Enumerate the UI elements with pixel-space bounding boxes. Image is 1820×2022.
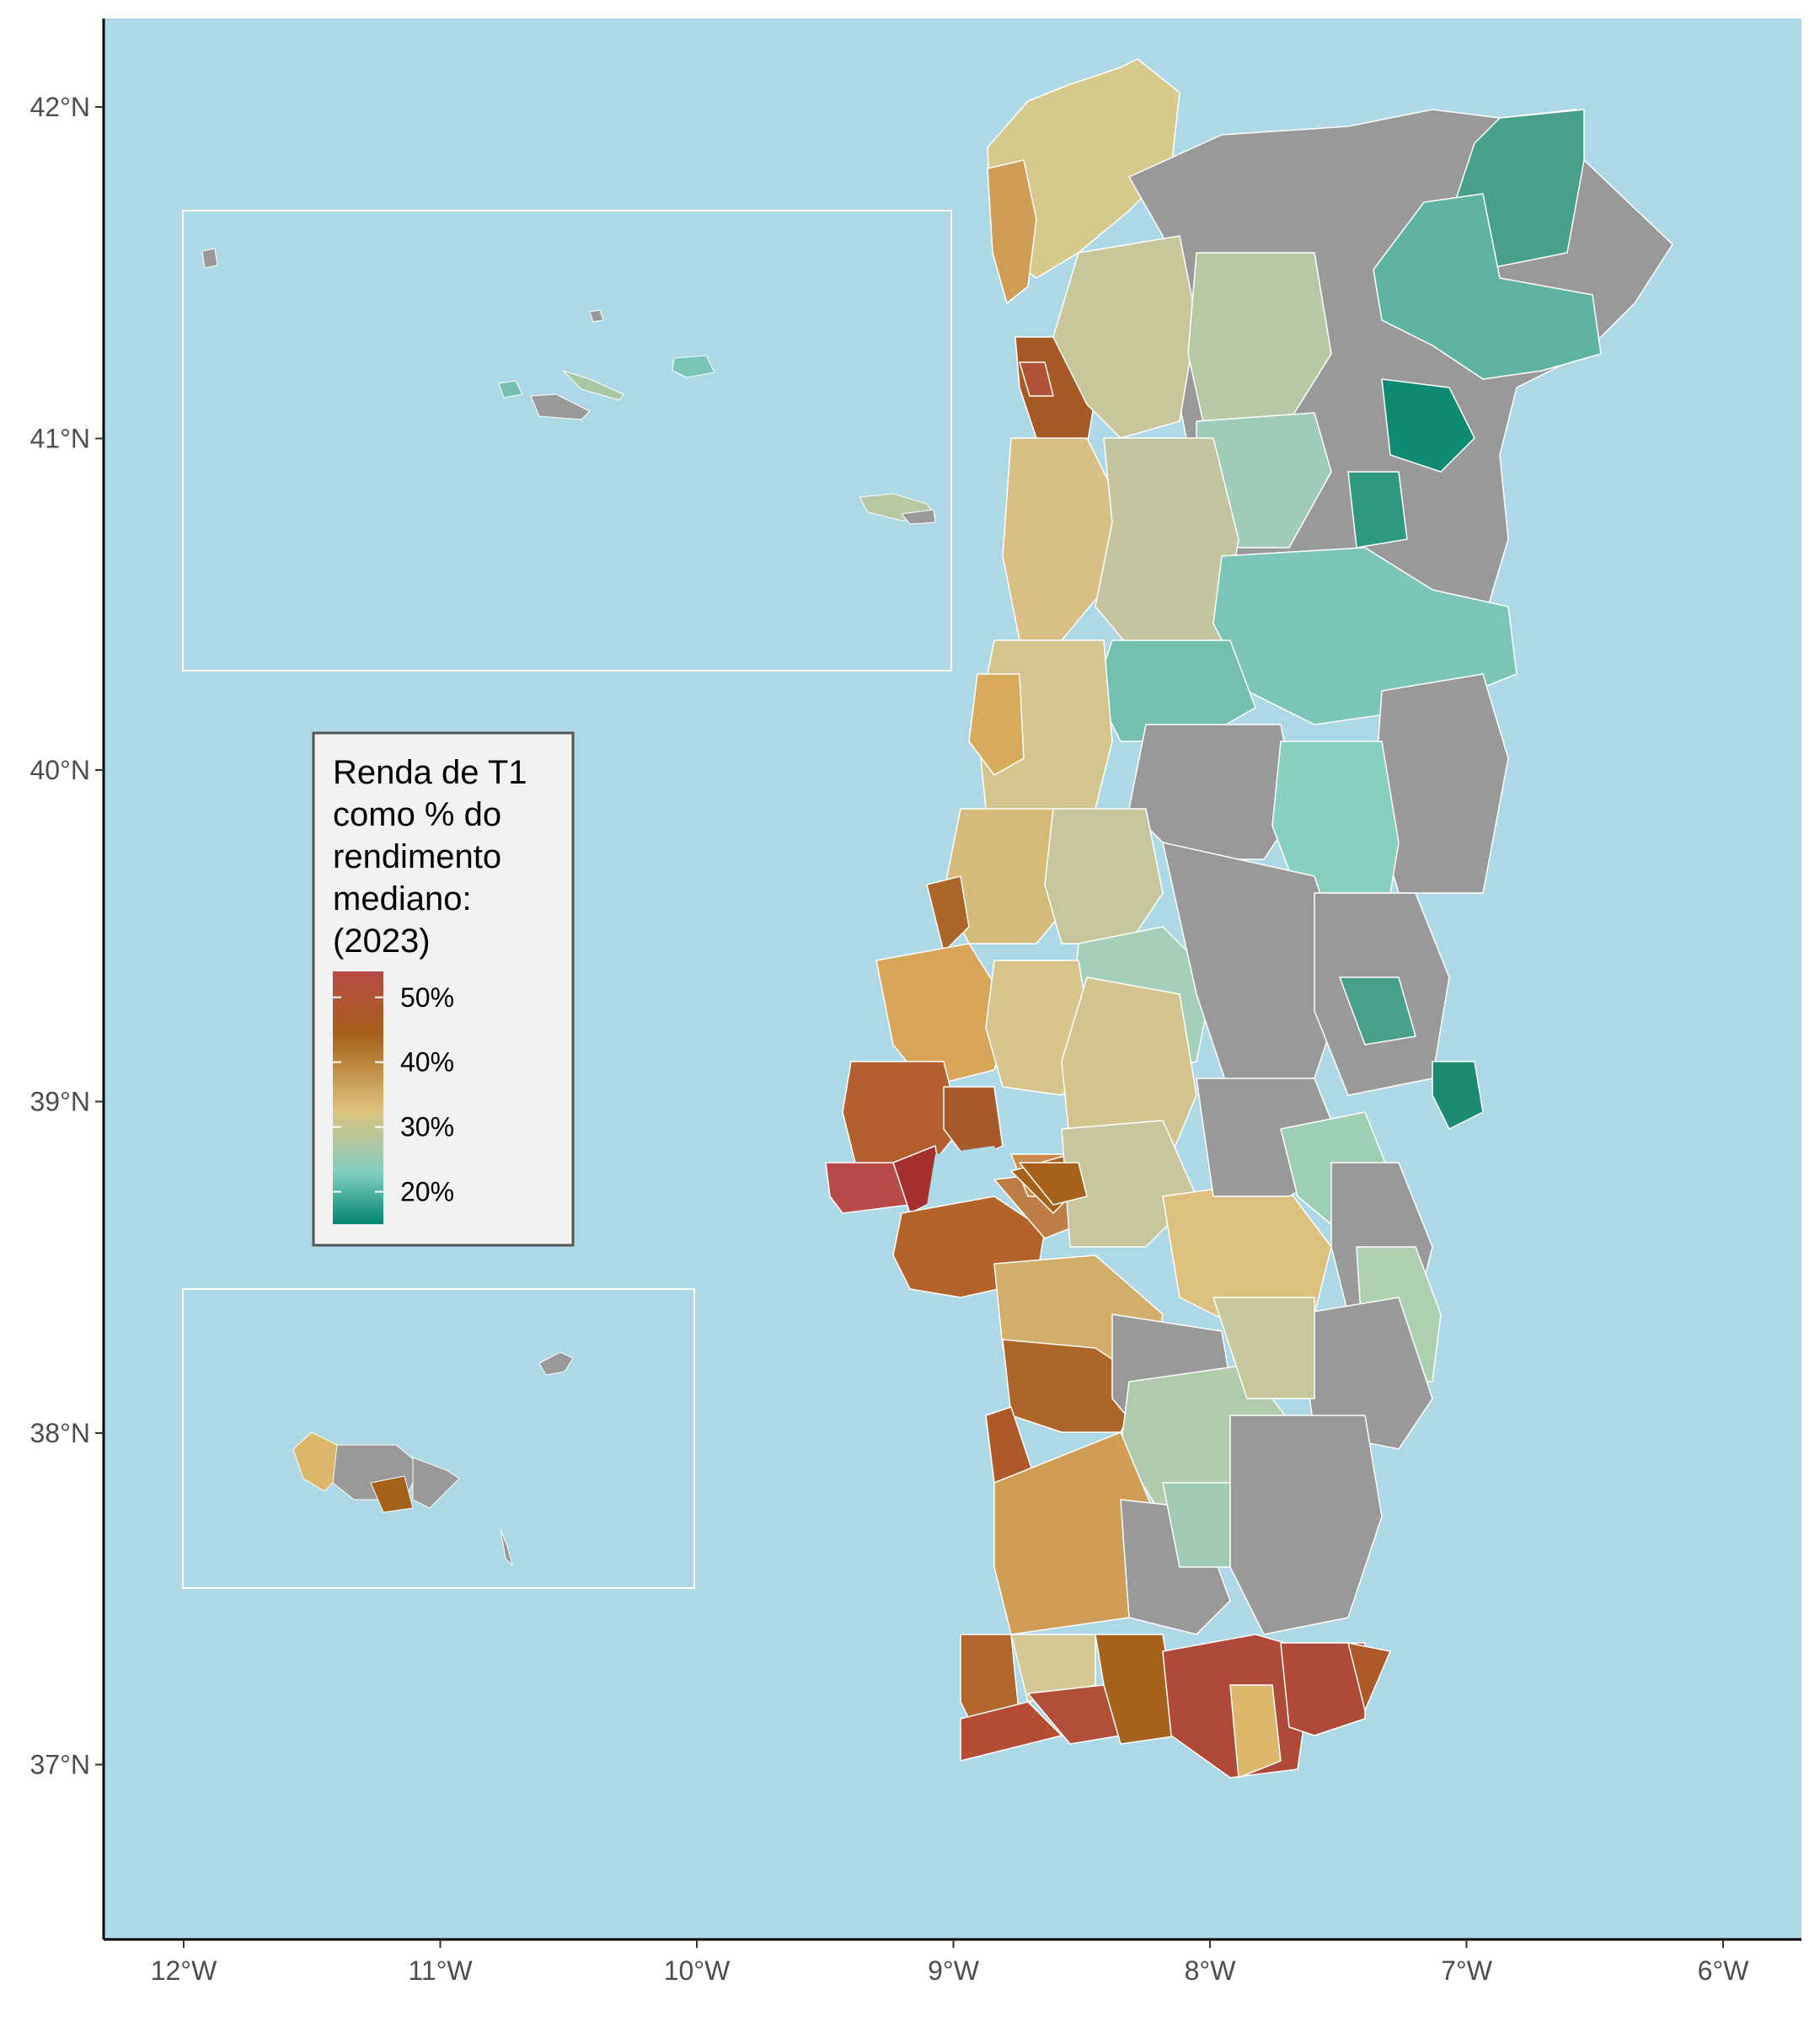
island-santa-maria <box>901 509 936 525</box>
region-elvas <box>1432 1061 1484 1130</box>
region-mertola-grey <box>1229 1415 1383 1635</box>
region-lagos <box>960 1701 1063 1762</box>
legend-title-line-4: mediano: <box>333 880 472 917</box>
x-tick-label: 7°W <box>1441 1955 1493 1986</box>
region-salvaterra <box>1019 1162 1088 1206</box>
region-serpa <box>1297 1297 1433 1450</box>
tejo-estuary <box>927 1146 1011 1213</box>
island-terceira <box>672 355 715 378</box>
region-silves <box>1095 1634 1180 1745</box>
y-tick-label: 41°N <box>30 424 91 454</box>
madeira-frame <box>182 1288 695 1589</box>
x-tick-label: 12°W <box>151 1955 217 1986</box>
madeira-inset <box>182 1288 695 1589</box>
x-axis-ticks: 12°W 11°W 10°W 9°W 8°W 7°W 6°W <box>151 1939 1749 1986</box>
island-corvo-flores <box>201 248 218 269</box>
region-monchique <box>1010 1634 1096 1703</box>
azores-inset <box>182 210 952 671</box>
legend-title-line-1: Renda de T1 <box>333 754 527 791</box>
legend: Renda de T1 como % do rendimento mediano… <box>312 731 575 1247</box>
region-vinhais <box>1373 193 1602 380</box>
island-pico <box>530 393 591 420</box>
island-madeira-east <box>412 1457 460 1509</box>
y-tick-label: 40°N <box>30 755 91 785</box>
island-desertas <box>500 1528 513 1567</box>
x-tick-label: 8°W <box>1185 1955 1237 1986</box>
legend-title-line-5: (2023) <box>333 923 431 960</box>
legend-tick-label: 30% <box>400 1112 454 1142</box>
legend-tick-label: 40% <box>400 1047 454 1078</box>
legend-title-line-3: rendimento <box>333 838 501 875</box>
region-marvao <box>1339 976 1416 1046</box>
region-oeste <box>875 943 1012 1088</box>
region-minho-coast <box>987 159 1037 304</box>
region-mogadouro <box>1381 378 1475 473</box>
region-freixo <box>1347 471 1408 548</box>
region-cascais-sintra <box>825 1162 911 1214</box>
region-porto-core <box>1019 361 1054 397</box>
y-tick-label: 38°N <box>30 1418 91 1448</box>
region-leiria-coast <box>926 875 970 953</box>
x-tick-label: 10°W <box>664 1955 731 1986</box>
x-tick-label: 11°W <box>408 1955 473 1986</box>
island-faial <box>498 380 523 399</box>
legend-colorbar <box>333 971 383 1224</box>
region-aveiro <box>1002 437 1121 641</box>
y-tick-label: 42°N <box>30 92 91 122</box>
region-douro <box>1052 235 1197 439</box>
y-tick-label: 37°N <box>30 1750 91 1780</box>
y-tick-label: 39°N <box>30 1087 91 1117</box>
region-moura <box>1212 1297 1315 1399</box>
x-tick-label: 9°W <box>928 1955 980 1986</box>
legend-title-line-2: como % do <box>333 796 501 833</box>
region-faro <box>1229 1684 1282 1779</box>
mainland-portugal <box>825 58 1673 1779</box>
region-castelo-branco <box>1271 741 1400 894</box>
legend-ticks: 50% 40% 30% 20% <box>333 982 454 1207</box>
island-sao-jorge <box>562 370 624 401</box>
legend-tick-label: 20% <box>400 1177 454 1207</box>
y-axis-ticks: 42°N 41°N 40°N 39°N 38°N 37°N <box>30 92 104 1780</box>
region-figueira <box>968 673 1025 776</box>
island-graciosa <box>589 309 604 323</box>
island-madeira-funchal <box>370 1475 414 1513</box>
island-porto-santo <box>538 1351 574 1376</box>
x-tick-label: 6°W <box>1698 1955 1750 1986</box>
azores-frame <box>182 210 952 671</box>
region-vila-real-sto-antonio <box>1347 1642 1391 1711</box>
legend-tick-label: 50% <box>400 982 454 1013</box>
